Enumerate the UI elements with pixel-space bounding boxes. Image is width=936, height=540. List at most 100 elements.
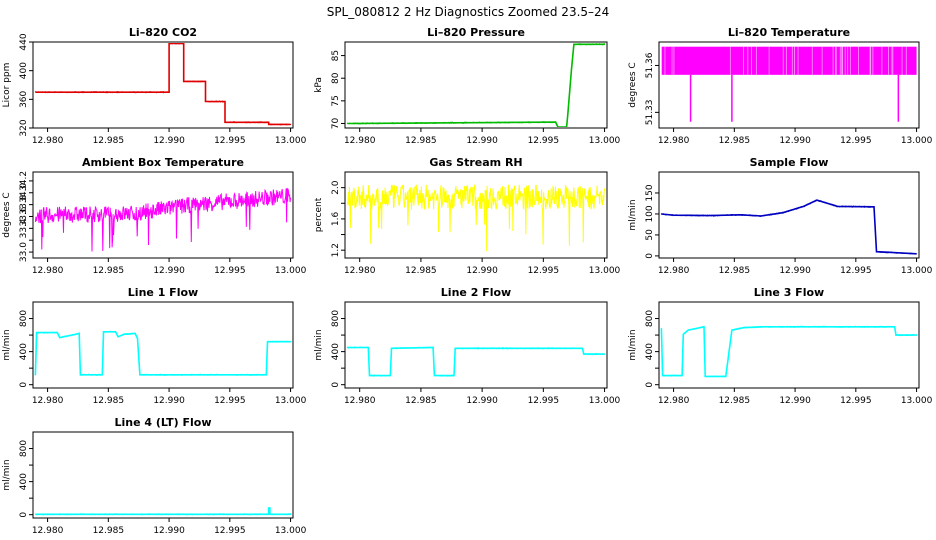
chart-panel-4: Ambient Box Temperature degrees C 33.0 33.4… <box>2 156 307 276</box>
x-tick-label: 12.990 <box>466 396 498 406</box>
x-tick-label: 12.980 <box>344 396 376 406</box>
y-tick-label: 50 <box>645 229 655 241</box>
y-axis-label: ml/min <box>628 199 638 230</box>
panel-title: Line 3 Flow <box>754 286 824 299</box>
plot-frame <box>32 171 294 259</box>
y-tick-label: 800 <box>645 310 655 327</box>
y-tick-label: 70 <box>331 117 341 129</box>
series-band <box>661 46 917 75</box>
x-tick-label: 13.000 <box>901 266 933 276</box>
x-tick-label: 12.980 <box>658 266 690 276</box>
x-tick-label: 12.985 <box>719 136 751 146</box>
series-line <box>661 199 917 255</box>
plot-area <box>661 46 917 122</box>
x-tick-label: 13.000 <box>901 396 933 406</box>
x-tick-label: 12.995 <box>214 266 246 276</box>
plot-frame <box>32 431 294 519</box>
x-tick-label: 12.980 <box>344 266 376 276</box>
plot-area <box>660 325 918 378</box>
plot-frame <box>658 41 920 129</box>
x-tick-label: 13.000 <box>589 396 621 406</box>
x-tick-label: 12.995 <box>214 526 246 536</box>
plot-area <box>346 183 606 252</box>
plot-area <box>34 330 292 376</box>
y-axis-label: degrees C <box>2 192 12 237</box>
y-tick-label: 100 <box>645 205 655 222</box>
y-axis-label: ml/min <box>2 329 12 360</box>
series-line <box>346 183 606 252</box>
x-tick-label: 12.990 <box>153 266 185 276</box>
x-tick-label: 12.995 <box>840 396 872 406</box>
series-line <box>347 346 605 377</box>
y-axis-label: Licor ppm <box>2 63 12 108</box>
x-tick-label: 12.990 <box>153 136 185 146</box>
series-line <box>660 325 917 378</box>
x-tick-label: 12.985 <box>719 396 751 406</box>
x-tick-label: 13.000 <box>275 136 307 146</box>
y-axis-label: ml/min <box>314 329 324 360</box>
y-tick-label: 400 <box>19 62 29 79</box>
x-tick-label: 13.000 <box>589 266 621 276</box>
x-tick-label: 12.990 <box>779 266 811 276</box>
y-axis-label: degrees C <box>628 62 638 107</box>
series-noise <box>34 330 292 376</box>
series-noise <box>34 43 292 126</box>
y-tick-label: 800 <box>19 440 29 457</box>
chart-panel-6: Sample Flow ml/min 0 50 100 150 12.980 12.985 12… <box>628 156 933 276</box>
plot-area <box>34 187 292 252</box>
x-tick-label: 12.985 <box>719 266 751 276</box>
plot-frame <box>658 301 920 389</box>
x-tick-label: 12.990 <box>466 136 498 146</box>
y-tick-label: 0 <box>19 512 29 518</box>
x-tick-label: 12.995 <box>214 136 246 146</box>
x-tick-label: 12.985 <box>93 136 125 146</box>
x-tick-label: 12.985 <box>405 266 437 276</box>
series-line <box>34 187 292 252</box>
x-tick-label: 13.000 <box>275 266 307 276</box>
chart-panel-1: Li–820 CO2 Licor ppm 320 360 400 440 12.980 12.… <box>2 26 307 146</box>
x-tick-label: 13.000 <box>275 526 307 536</box>
chart-panel-10: Line 4 (LT) Flow ml/min 0 400 800 12.980 12.98… <box>2 416 307 536</box>
series-line <box>34 331 291 376</box>
series-noise <box>660 325 918 378</box>
chart-panel-5: Gas Stream RH percent 1.2 1.6 2.0 12.980 12.98… <box>314 156 621 276</box>
y-tick-label: 0 <box>331 382 341 388</box>
chart-panel-3: Li–820 Temperature degrees C 51.33 51.36 12.… <box>628 26 933 146</box>
x-tick-label: 12.995 <box>840 266 872 276</box>
panel-title: Sample Flow <box>750 156 829 169</box>
plot-area <box>660 199 918 255</box>
plot-area <box>346 346 606 377</box>
y-tick-label: 33.8 <box>19 194 29 214</box>
panel-title: Gas Stream RH <box>429 156 522 169</box>
x-tick-label: 12.980 <box>32 266 64 276</box>
y-tick-label: 80 <box>331 72 341 84</box>
x-tick-label: 12.995 <box>528 136 560 146</box>
y-tick-label: 320 <box>19 119 29 136</box>
y-tick-label: 85 <box>331 50 341 61</box>
chart-panel-2: Li–820 Pressure kPa 70 75 80 85 12.980 12.985 12… <box>314 26 621 146</box>
x-tick-label: 12.985 <box>93 526 125 536</box>
y-tick-label: 34.2 <box>19 171 29 191</box>
y-tick-label: 51.36 <box>645 52 655 78</box>
y-axis-label: ml/min <box>628 329 638 360</box>
panel-title: Line 4 (LT) Flow <box>115 416 212 429</box>
panel-title: Ambient Box Temperature <box>82 156 244 169</box>
y-tick-label: 33.6 <box>19 206 29 226</box>
x-tick-label: 12.995 <box>528 266 560 276</box>
series-line <box>35 43 291 126</box>
x-tick-label: 12.990 <box>153 526 185 536</box>
plot-frame <box>344 171 608 259</box>
plot-frame <box>32 301 294 389</box>
plot-frame <box>344 41 608 129</box>
x-tick-label: 12.995 <box>840 136 872 146</box>
y-tick-label: 400 <box>19 343 29 360</box>
y-tick-label: 400 <box>331 343 341 360</box>
y-tick-label: 34.0 <box>19 182 29 202</box>
x-tick-label: 12.980 <box>32 396 64 406</box>
chart-panel-7: Line 1 Flow ml/min 0 400 800 12.980 12.985 12.9… <box>2 286 307 406</box>
figure-title: SPL_080812 2 Hz Diagnostics Zoomed 23.5–… <box>327 5 610 19</box>
x-tick-label: 12.990 <box>153 396 185 406</box>
plot-area <box>34 43 292 126</box>
x-tick-label: 12.980 <box>344 136 376 146</box>
